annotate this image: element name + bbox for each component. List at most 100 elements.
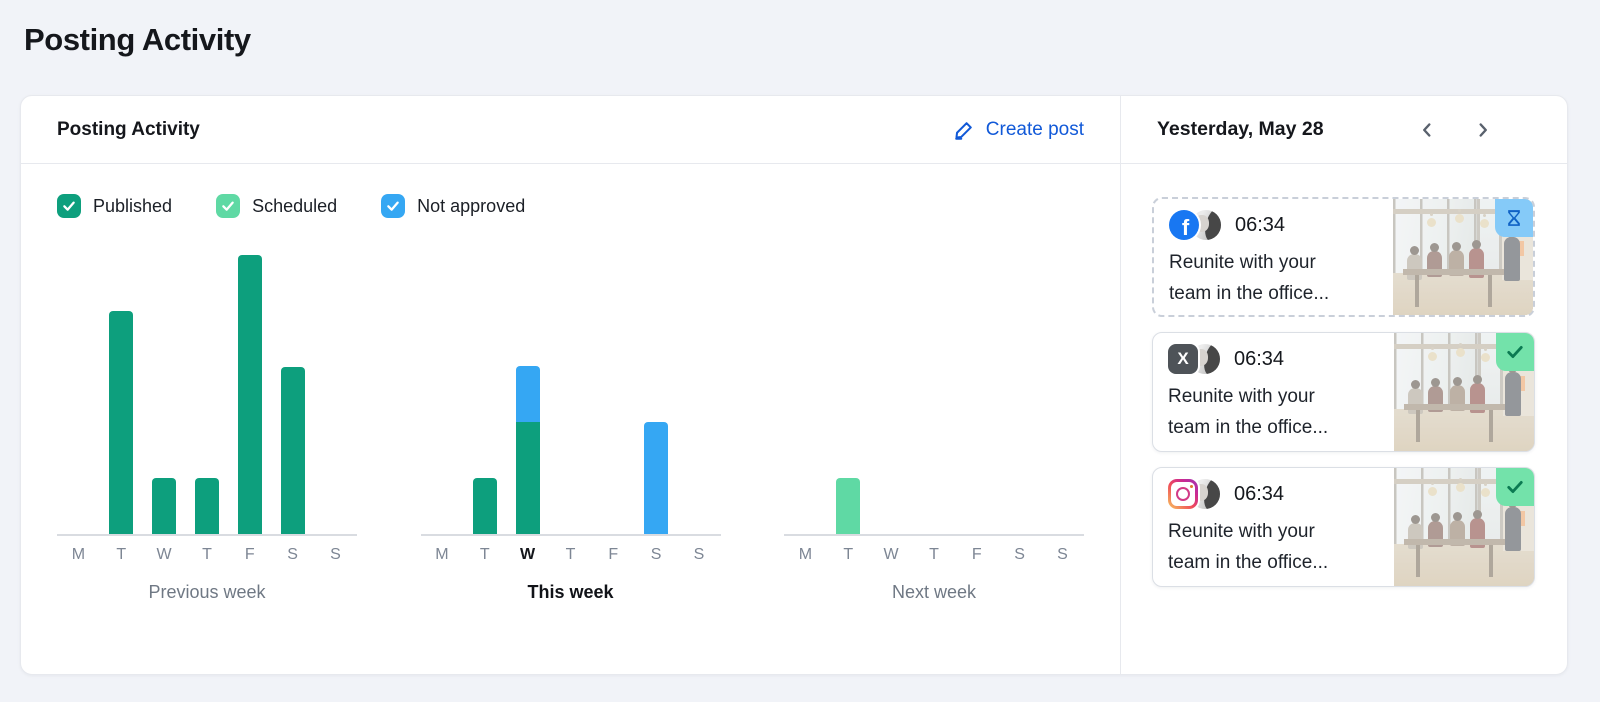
legend-label-not_approved: Not approved [417,195,526,216]
day-label: T [202,546,212,563]
day-label: S [287,546,298,563]
chart-caption: Previous week [148,582,266,602]
post-icons-row: f 06:34 [1169,210,1387,240]
bar-segment-published [280,367,305,534]
day-label: W [883,546,899,563]
post-body: X 06:34 Reunite with your team in the offic… [1153,333,1394,451]
chevron-right-icon [1472,119,1494,141]
day-label: S [693,546,705,563]
page-title: Posting Activity [24,22,251,57]
post-thumbnail-image [1394,468,1534,586]
legend-checkbox-not_approved[interactable] [381,194,406,218]
bar-slot [870,254,913,534]
chevron-left-icon [1416,119,1438,141]
chart-bar-next-week-day1[interactable] [836,478,861,534]
bar-slot [57,254,100,534]
legend-checkbox-scheduled[interactable] [216,194,241,218]
legend-item-published: Published [57,194,172,218]
legend-label-scheduled: Scheduled [252,195,338,216]
bar-slot [100,254,143,534]
legend-item-not_approved: Not approved [381,194,525,218]
daily-posts-panel: Yesterday, May 28 f 06:34 Reunite with you… [1120,96,1567,674]
chart-section: Posting Activity Create post Published Sc… [21,96,1120,674]
bars-area [421,254,721,534]
post-time: 06:34 [1234,482,1285,505]
bar-slot [827,254,870,534]
bar-segment-scheduled [836,478,861,534]
x-icon: X [1168,344,1198,374]
chart-bar-previous-week-day2[interactable] [152,478,177,534]
bar-slot [186,254,229,534]
previous-day-button[interactable] [1413,116,1441,144]
post-time: 06:34 [1235,213,1286,236]
published-check-badge [1496,333,1534,371]
day-label: M [71,546,86,563]
legend-checkbox-published[interactable] [57,194,81,218]
chart-this-week: M T W T F S S This week [420,254,721,603]
day-label: F [971,546,982,563]
pencil-icon [953,119,975,141]
create-post-button[interactable]: Create post [953,119,1084,141]
post-card-instagram[interactable]: 06:34 Reunite with your team in the office… [1152,467,1535,587]
bar-slot [271,254,314,534]
chart-bar-previous-week-day4[interactable] [237,255,262,534]
post-time: 06:34 [1234,347,1285,370]
card-title: Posting Activity [57,118,200,140]
bar-segment-published [109,311,134,534]
bar-slot [549,254,592,534]
post-card-facebook[interactable]: f 06:34 Reunite with your team in the offic… [1152,197,1535,317]
chart-bar-previous-week-day5[interactable] [280,367,305,534]
day-label: S [650,546,662,563]
x-axis-line [784,534,1084,536]
chart-caption: Next week [891,582,977,602]
bars-area [784,254,1084,534]
bar-slot [998,254,1041,534]
day-label: M [435,546,449,563]
day-label: S [330,546,341,563]
day-label: M [798,546,813,563]
chart-bar-this-week-day2[interactable] [515,366,540,534]
legend-label-published: Published [93,195,173,216]
chart-bar-previous-week-day3[interactable] [194,478,219,534]
chart-next-week: M T W T F S S Next week [784,254,1084,603]
day-label: T [565,546,576,563]
chart-bar-previous-week-day1[interactable] [109,311,134,534]
post-body: 06:34 Reunite with your team in the office… [1153,468,1394,586]
day-label: F [244,546,255,563]
hourglass-pending-badge [1495,199,1533,237]
posts-list: f 06:34 Reunite with your team in the offic… [1121,164,1567,587]
post-card-x[interactable]: X 06:34 Reunite with your team in the offic… [1152,332,1535,452]
bar-slot [635,254,678,534]
day-label: W [520,546,536,563]
x-axis-line [57,534,357,536]
post-thumbnail-image [1394,333,1534,451]
post-text: Reunite with your team in the office... [1168,381,1388,443]
day-label: S [1014,546,1025,563]
next-day-button[interactable] [1469,116,1497,144]
legend-item-scheduled: Scheduled [216,194,337,218]
bar-segment-not_approved [644,422,669,534]
chart-section-header: Posting Activity Create post [21,96,1120,164]
bar-slot [463,254,506,534]
post-text-line: team in the office... [1168,417,1329,438]
chart-bar-this-week-day1[interactable] [472,478,497,534]
day-label: T [116,546,127,563]
post-text-line: team in the office... [1168,552,1329,573]
post-text-line: team in the office... [1169,283,1330,304]
bar-segment-published [152,478,177,534]
day-label: T [929,546,939,563]
bar-segment-published [194,478,219,534]
bar-slot [143,254,186,534]
chart-previous-week: M T W T F S S Previous week [57,254,357,603]
bar-segment-published [515,422,540,534]
date-nav [1413,116,1497,144]
chart-legend: Published Scheduled Not approved [57,194,1084,218]
facebook-icon: f [1169,210,1199,240]
create-post-label: Create post [985,118,1084,140]
x-axis-line [420,534,721,536]
bar-segment-published [472,478,497,534]
post-text-line: Reunite with your [1169,252,1316,273]
chart-bar-this-week-day5[interactable] [644,422,669,534]
